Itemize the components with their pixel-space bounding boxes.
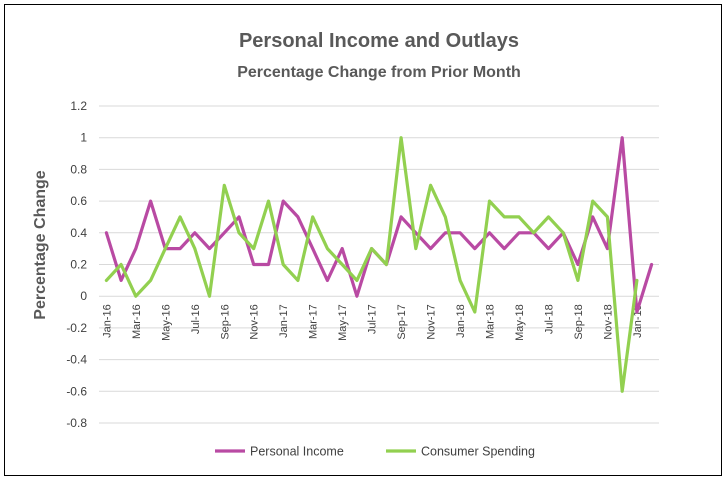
legend-label: Consumer Spending xyxy=(421,445,535,459)
y-tick-label: 0.4 xyxy=(70,226,87,240)
x-tick-label: Mar-18 xyxy=(485,304,497,339)
y-tick-label: 0.6 xyxy=(70,194,87,208)
line-chart: Personal Income and Outlays Percentage C… xyxy=(32,30,659,459)
x-tick-label: Mar-17 xyxy=(308,304,320,339)
chart-frame: Personal Income and Outlays Percentage C… xyxy=(4,4,722,476)
series-lines xyxy=(104,136,654,393)
x-tick-label: Mar-16 xyxy=(131,304,143,339)
x-tick-label: Jan-17 xyxy=(278,304,290,338)
x-tick-label: May-18 xyxy=(514,304,526,341)
y-tick-label: -0.2 xyxy=(66,321,87,335)
x-tick-label: Jul-17 xyxy=(367,304,379,334)
legend: Personal Income Consumer Spending xyxy=(215,445,535,459)
y-tick-label: 1 xyxy=(80,131,87,145)
gridlines xyxy=(99,105,659,424)
y-tick-labels: 1.2 1 0.8 0.6 0.4 0.2 0 -0.2 -0.4 -0.6 -0.8 xyxy=(66,99,87,430)
y-tick-label: -0.6 xyxy=(66,384,87,398)
x-tick-label: Sep-17 xyxy=(396,304,408,339)
chart-title: Personal Income and Outlays xyxy=(239,30,519,52)
x-tick-label: Nov-18 xyxy=(602,304,614,339)
series-line-personal-income xyxy=(104,136,654,314)
x-tick-labels: Jan-16 Mar-16 May-16 Jul-16 Sep-16 Nov-16 Jan-… xyxy=(101,304,644,341)
x-tick-label: Nov-16 xyxy=(249,304,261,339)
y-tick-label: 1.2 xyxy=(70,99,87,113)
y-tick-label: -0.8 xyxy=(66,416,87,430)
x-tick-label: May-17 xyxy=(337,304,349,341)
y-axis-label: Percentage Change xyxy=(32,170,49,319)
x-tick-label: May-16 xyxy=(160,304,172,341)
x-tick-label: Nov-17 xyxy=(426,304,438,339)
x-tick-label: Jan-18 xyxy=(455,304,467,338)
x-tick-label: Sep-16 xyxy=(219,304,231,339)
chart-subtitle: Percentage Change from Prior Month xyxy=(237,64,521,81)
y-tick-label: -0.4 xyxy=(66,353,87,367)
y-tick-label: 0.8 xyxy=(70,162,87,176)
x-tick-label: Jul-16 xyxy=(190,304,202,334)
y-tick-label: 0.2 xyxy=(70,258,87,272)
legend-label: Personal Income xyxy=(250,445,344,459)
x-tick-label: Jan-16 xyxy=(101,304,113,338)
x-tick-label: Jul-18 xyxy=(543,304,555,334)
x-tick-label: Jan-19 xyxy=(632,304,644,338)
y-tick-label: 0 xyxy=(80,289,87,303)
series-line-consumer-spending xyxy=(104,136,639,393)
x-tick-label: Sep-18 xyxy=(573,304,585,339)
